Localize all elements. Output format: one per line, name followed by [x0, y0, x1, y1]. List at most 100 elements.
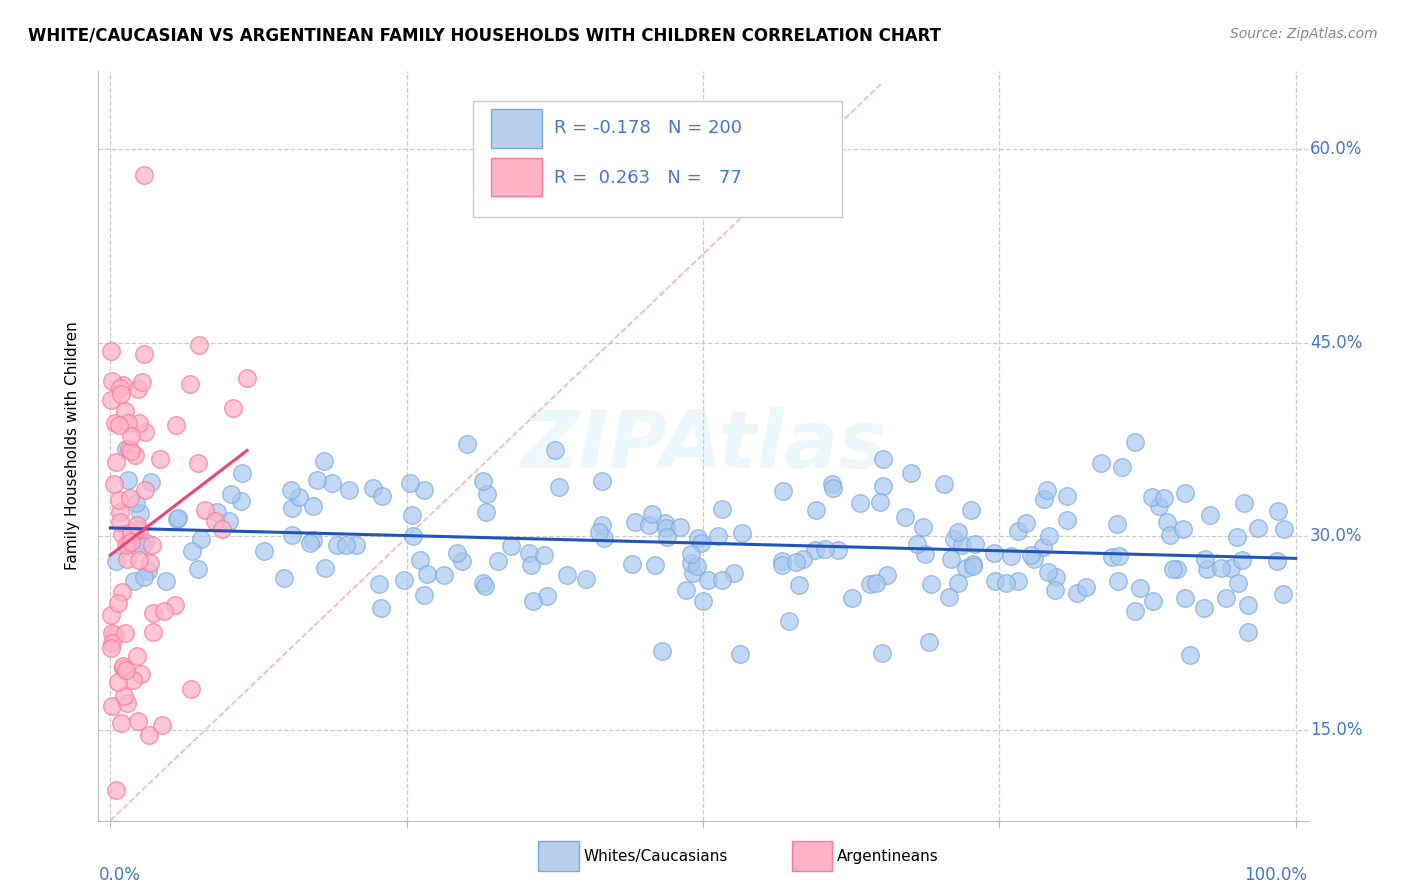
Point	[117, 473, 139, 487]
Point	[914, 547, 936, 561]
Point	[679, 548, 702, 562]
Point	[219, 487, 242, 501]
FancyBboxPatch shape	[474, 102, 842, 218]
Point	[100, 640, 122, 655]
Text: 45.0%: 45.0%	[1310, 334, 1362, 351]
Point	[114, 663, 136, 677]
Point	[120, 524, 142, 539]
Point	[1247, 521, 1270, 535]
Point	[361, 481, 384, 495]
Point	[983, 546, 1005, 560]
Point	[125, 648, 148, 663]
Point	[1192, 600, 1215, 615]
Point	[141, 624, 163, 639]
Point	[367, 576, 389, 591]
Point	[107, 596, 129, 610]
Point	[1022, 552, 1045, 566]
Point	[433, 567, 456, 582]
Point	[105, 554, 128, 568]
Point	[190, 532, 212, 546]
Text: Source: ZipAtlas.com: Source: ZipAtlas.com	[1230, 27, 1378, 41]
Point	[654, 516, 676, 530]
Point	[149, 452, 172, 467]
Point	[948, 576, 970, 591]
Point	[124, 449, 146, 463]
Point	[112, 690, 135, 704]
Point	[120, 443, 142, 458]
Point	[1142, 594, 1164, 608]
Point	[1111, 460, 1133, 475]
Point	[401, 529, 423, 543]
Point	[1272, 522, 1295, 536]
Point	[785, 556, 807, 570]
Point	[104, 416, 127, 430]
Point	[111, 526, 134, 541]
Point	[124, 496, 146, 510]
Point	[520, 558, 543, 573]
Point	[207, 505, 229, 519]
Point	[1171, 522, 1194, 536]
Point	[110, 505, 132, 519]
Point	[1056, 513, 1078, 527]
Point	[955, 560, 977, 574]
Point	[139, 556, 162, 570]
Point	[690, 536, 713, 550]
Point	[125, 518, 148, 533]
Point	[1166, 562, 1188, 576]
Point	[218, 514, 240, 528]
Point	[253, 544, 276, 558]
Point	[108, 493, 131, 508]
Point	[1215, 591, 1237, 606]
Point	[679, 556, 702, 570]
Point	[638, 518, 661, 533]
Point	[110, 716, 132, 731]
Point	[302, 533, 325, 547]
Point	[675, 583, 697, 598]
Point	[117, 537, 139, 551]
Point	[893, 510, 915, 524]
Point	[651, 644, 673, 658]
Point	[187, 338, 209, 352]
Point	[446, 546, 468, 560]
Point	[187, 456, 209, 470]
Point	[1038, 529, 1060, 543]
Point	[194, 503, 217, 517]
Point	[179, 376, 201, 391]
Point	[960, 503, 983, 517]
Point	[134, 347, 156, 361]
Point	[1014, 516, 1036, 530]
Point	[686, 559, 709, 574]
Point	[849, 496, 872, 510]
Point	[804, 502, 827, 516]
Point	[114, 625, 136, 640]
Text: R =  0.263   N =   77: R = 0.263 N = 77	[554, 169, 742, 186]
Point	[592, 531, 614, 545]
Point	[939, 552, 962, 566]
Point	[1220, 561, 1243, 575]
Point	[475, 505, 498, 519]
Point	[1271, 587, 1294, 601]
Point	[869, 495, 891, 509]
Point	[1056, 489, 1078, 503]
Point	[1090, 456, 1112, 470]
Point	[1045, 569, 1067, 583]
Point	[1161, 562, 1184, 576]
Point	[905, 537, 928, 551]
Point	[710, 573, 733, 587]
Point	[115, 442, 138, 456]
Point	[321, 475, 343, 490]
Point	[1226, 576, 1249, 591]
Point	[107, 675, 129, 690]
Point	[962, 557, 984, 571]
Point	[127, 714, 149, 728]
Point	[166, 512, 188, 526]
Point	[344, 538, 367, 552]
Point	[770, 558, 793, 572]
Point	[121, 673, 143, 687]
Point	[1019, 548, 1042, 562]
Point	[141, 538, 163, 552]
Point	[273, 571, 295, 585]
Point	[301, 499, 323, 513]
Point	[787, 578, 810, 592]
Point	[100, 626, 122, 640]
